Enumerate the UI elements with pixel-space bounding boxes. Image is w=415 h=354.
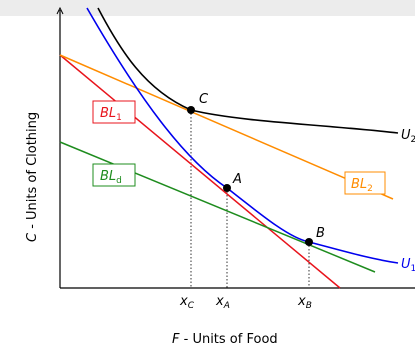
svg-text:BL1: BL1 (100, 106, 122, 123)
svg-text:BLd: BLd (100, 169, 122, 186)
curve-label-u1: U1 (401, 257, 415, 274)
point-c (187, 106, 195, 114)
point-label-c: C (199, 92, 209, 107)
indifference-curve-u2 (97, 7, 399, 134)
tick-label-xb: xB (297, 294, 312, 311)
budget-line-bl2 (59, 54, 394, 200)
tick-label-xa: xA (215, 294, 230, 311)
budget-line-bl1 (59, 54, 341, 289)
x-axis-label: F - Units of Food (172, 332, 278, 347)
label-box-bl1: BL1 (92, 100, 136, 124)
point-b (305, 238, 313, 246)
y-axis-label: C - Units of Clothing (25, 112, 40, 242)
budget-line-bld (59, 141, 376, 273)
tick-label-xc: xC (179, 294, 195, 311)
indifference-curve-u1 (86, 7, 399, 264)
svg-text:BL2: BL2 (351, 177, 373, 194)
point-a (223, 184, 231, 192)
label-box-bld: BLd (92, 163, 136, 187)
point-label-a: A (232, 172, 242, 187)
top-bar (0, 0, 415, 16)
curve-label-u2: U2 (401, 128, 415, 145)
label-box-bl2: BL2 (344, 171, 386, 195)
point-label-b: B (316, 226, 325, 241)
y-axis-arrow-icon (56, 6, 64, 15)
